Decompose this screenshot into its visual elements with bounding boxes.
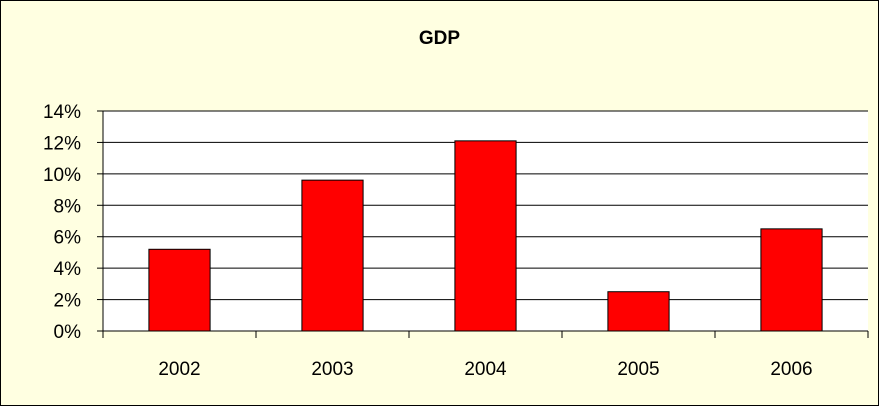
x-tick-label: 2006 bbox=[770, 359, 812, 380]
bar-2003 bbox=[301, 179, 364, 332]
y-tick-label: 8% bbox=[54, 196, 82, 217]
y-tick-label: 4% bbox=[54, 259, 82, 280]
y-tick-label: 12% bbox=[43, 133, 81, 154]
bar-2005 bbox=[607, 291, 670, 332]
bar-2004 bbox=[454, 140, 517, 332]
tick-labels: 0% 2% 4% 6% 8% 10% 12% 14% 2002 2003 2004 2005 2006 bbox=[43, 102, 813, 380]
y-tick-label: 0% bbox=[54, 322, 82, 343]
bar-2002 bbox=[148, 248, 211, 332]
bar-2006 bbox=[760, 228, 823, 332]
axes bbox=[97, 110, 869, 338]
y-tick-label: 6% bbox=[54, 228, 82, 249]
x-tick-label: 2005 bbox=[617, 359, 659, 380]
x-tick-label: 2002 bbox=[158, 359, 200, 380]
chart-title: GDP bbox=[418, 28, 461, 49]
bars bbox=[148, 140, 823, 332]
y-tick-label: 2% bbox=[54, 291, 82, 312]
y-tick-label: 14% bbox=[43, 102, 81, 123]
x-tick-label: 2004 bbox=[464, 359, 507, 380]
y-tick-label: 10% bbox=[43, 165, 81, 186]
x-tick-label: 2003 bbox=[311, 359, 353, 380]
